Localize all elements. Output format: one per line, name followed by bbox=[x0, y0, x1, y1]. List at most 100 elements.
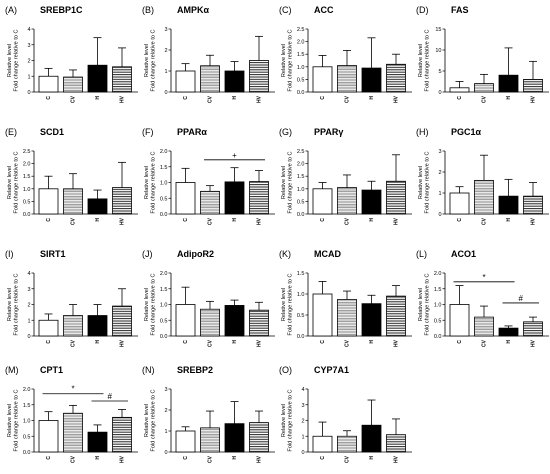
bar-h bbox=[498, 327, 519, 337]
panel-label: (J) bbox=[142, 249, 153, 259]
y-axis-title-line2: Fold change relative to C bbox=[151, 151, 157, 213]
panel-title: ACC bbox=[314, 5, 334, 15]
bar-h bbox=[361, 424, 382, 453]
panel-mcad: (K) MCAD Relative level Fold change relativ… bbox=[279, 249, 412, 347]
bar-cv bbox=[474, 180, 494, 215]
y-tick-label: 15 bbox=[435, 27, 441, 33]
x-tick-label: CV bbox=[71, 339, 77, 347]
y-axis-title-line2: Fold change relative to C bbox=[151, 29, 157, 91]
y-tick-label: 0.5 bbox=[297, 199, 305, 205]
x-tick-label: CV bbox=[71, 95, 77, 103]
y-tick-label: 0.0 bbox=[434, 334, 442, 340]
bar-h bbox=[224, 181, 245, 215]
bar-c bbox=[175, 430, 196, 453]
y-tick-label: 2.5 bbox=[297, 27, 305, 33]
bar-cv bbox=[337, 435, 357, 453]
bar-cv bbox=[200, 308, 220, 337]
x-tick-label: H bbox=[506, 96, 512, 100]
panel-srebp2: (N) SREBP2 Relative level Fold change relat… bbox=[142, 365, 275, 463]
y-axis-title-line1: Relative level bbox=[418, 288, 424, 321]
panel-label: (E) bbox=[5, 127, 17, 137]
bar-c bbox=[175, 182, 196, 215]
y-tick-label: 0.0 bbox=[160, 212, 168, 218]
bar-cv bbox=[474, 83, 494, 93]
bar-cv bbox=[63, 315, 83, 337]
y-tick-label: 2 bbox=[438, 170, 441, 176]
significance-marker: * bbox=[482, 273, 485, 282]
x-tick-label: HV bbox=[257, 455, 263, 463]
y-axis-title-line2: Fold change relative to C bbox=[288, 389, 294, 451]
y-tick-label: 1.0 bbox=[297, 187, 305, 193]
x-tick-label: CV bbox=[208, 217, 214, 225]
panel-title: PPARα bbox=[177, 127, 207, 137]
x-tick-label: C bbox=[320, 218, 326, 222]
bar-c bbox=[38, 319, 59, 337]
y-axis-title-line1: Relative level bbox=[281, 288, 287, 321]
y-tick-label: 0.5 bbox=[160, 196, 168, 202]
y-tick-label: 3 bbox=[27, 287, 30, 293]
y-tick-label: 4 bbox=[27, 27, 30, 33]
bar-hv bbox=[386, 180, 406, 215]
x-tick-label: HV bbox=[120, 455, 126, 463]
bar-h bbox=[224, 70, 245, 93]
x-tick-label: H bbox=[232, 96, 238, 100]
y-tick-label: 1 bbox=[164, 429, 167, 435]
y-tick-label: 1 bbox=[438, 191, 441, 197]
x-tick-label: HV bbox=[394, 217, 400, 225]
bar-h bbox=[361, 303, 382, 337]
y-axis-title-line2: Fold change relative to C bbox=[425, 151, 431, 213]
bar-cv bbox=[63, 76, 83, 93]
bar-c bbox=[175, 70, 196, 93]
x-tick-label: CV bbox=[482, 95, 488, 103]
y-tick-label: 0.5 bbox=[23, 434, 31, 440]
bar-c bbox=[312, 435, 333, 453]
bar-hv bbox=[249, 309, 269, 337]
y-axis-title-line1: Relative level bbox=[144, 288, 150, 321]
y-tick-label: 1.5 bbox=[23, 174, 31, 180]
bar-hv bbox=[112, 187, 132, 215]
y-tick-label: 2 bbox=[27, 59, 30, 65]
bar-h bbox=[224, 305, 245, 337]
y-axis-title-line2: Fold change relative to C bbox=[14, 389, 20, 451]
bar-c bbox=[449, 87, 470, 93]
y-axis-title-line1: Relative level bbox=[144, 166, 150, 199]
bar-hv bbox=[112, 305, 132, 337]
y-tick-label: 1 bbox=[164, 69, 167, 75]
y-tick-label: 2.0 bbox=[160, 271, 168, 277]
x-tick-label: HV bbox=[120, 339, 126, 347]
panel-label: (F) bbox=[142, 127, 154, 137]
y-tick-label: 1.0 bbox=[297, 65, 305, 71]
panel-label: (B) bbox=[142, 5, 154, 15]
bar-hv bbox=[249, 60, 269, 93]
y-tick-label: 1.5 bbox=[160, 165, 168, 171]
panel-sirt1: (I) SIRT1 Relative level Fold change relati… bbox=[5, 249, 138, 347]
y-tick-label: 2.0 bbox=[297, 162, 305, 168]
panel-srebp1c: (A) SREBP1C Relative level Fold change rela… bbox=[5, 5, 138, 103]
bar-cv bbox=[200, 190, 220, 215]
bar-hv bbox=[386, 295, 406, 337]
panel-title: MCAD bbox=[314, 249, 341, 259]
y-axis-title-line2: Fold change relative to C bbox=[288, 273, 294, 335]
y-tick-label: 2.5 bbox=[23, 149, 31, 155]
y-tick-label: 3 bbox=[27, 43, 30, 49]
x-tick-label: C bbox=[183, 340, 189, 344]
panel-label: (C) bbox=[279, 5, 292, 15]
y-tick-label: 1.0 bbox=[160, 303, 168, 309]
bar-hv bbox=[523, 79, 543, 93]
panel-title: CPT1 bbox=[40, 365, 63, 375]
bar-cv bbox=[337, 187, 357, 215]
x-tick-label: H bbox=[232, 456, 238, 460]
x-tick-label: HV bbox=[394, 455, 400, 463]
x-tick-label: C bbox=[183, 96, 189, 100]
y-tick-label: 0 bbox=[27, 90, 30, 96]
x-tick-label: H bbox=[369, 340, 375, 344]
panel-cyp7a1: (O) CYP7A1 Relative level Fold change relat… bbox=[279, 365, 412, 463]
x-tick-label: HV bbox=[531, 339, 537, 347]
y-tick-label: 2 bbox=[164, 408, 167, 414]
bar-h bbox=[87, 198, 108, 215]
y-tick-label: 1.0 bbox=[297, 292, 305, 298]
y-axis-title-line2: Fold change relative to C bbox=[288, 151, 294, 213]
x-tick-label: H bbox=[506, 340, 512, 344]
x-tick-label: CV bbox=[208, 95, 214, 103]
